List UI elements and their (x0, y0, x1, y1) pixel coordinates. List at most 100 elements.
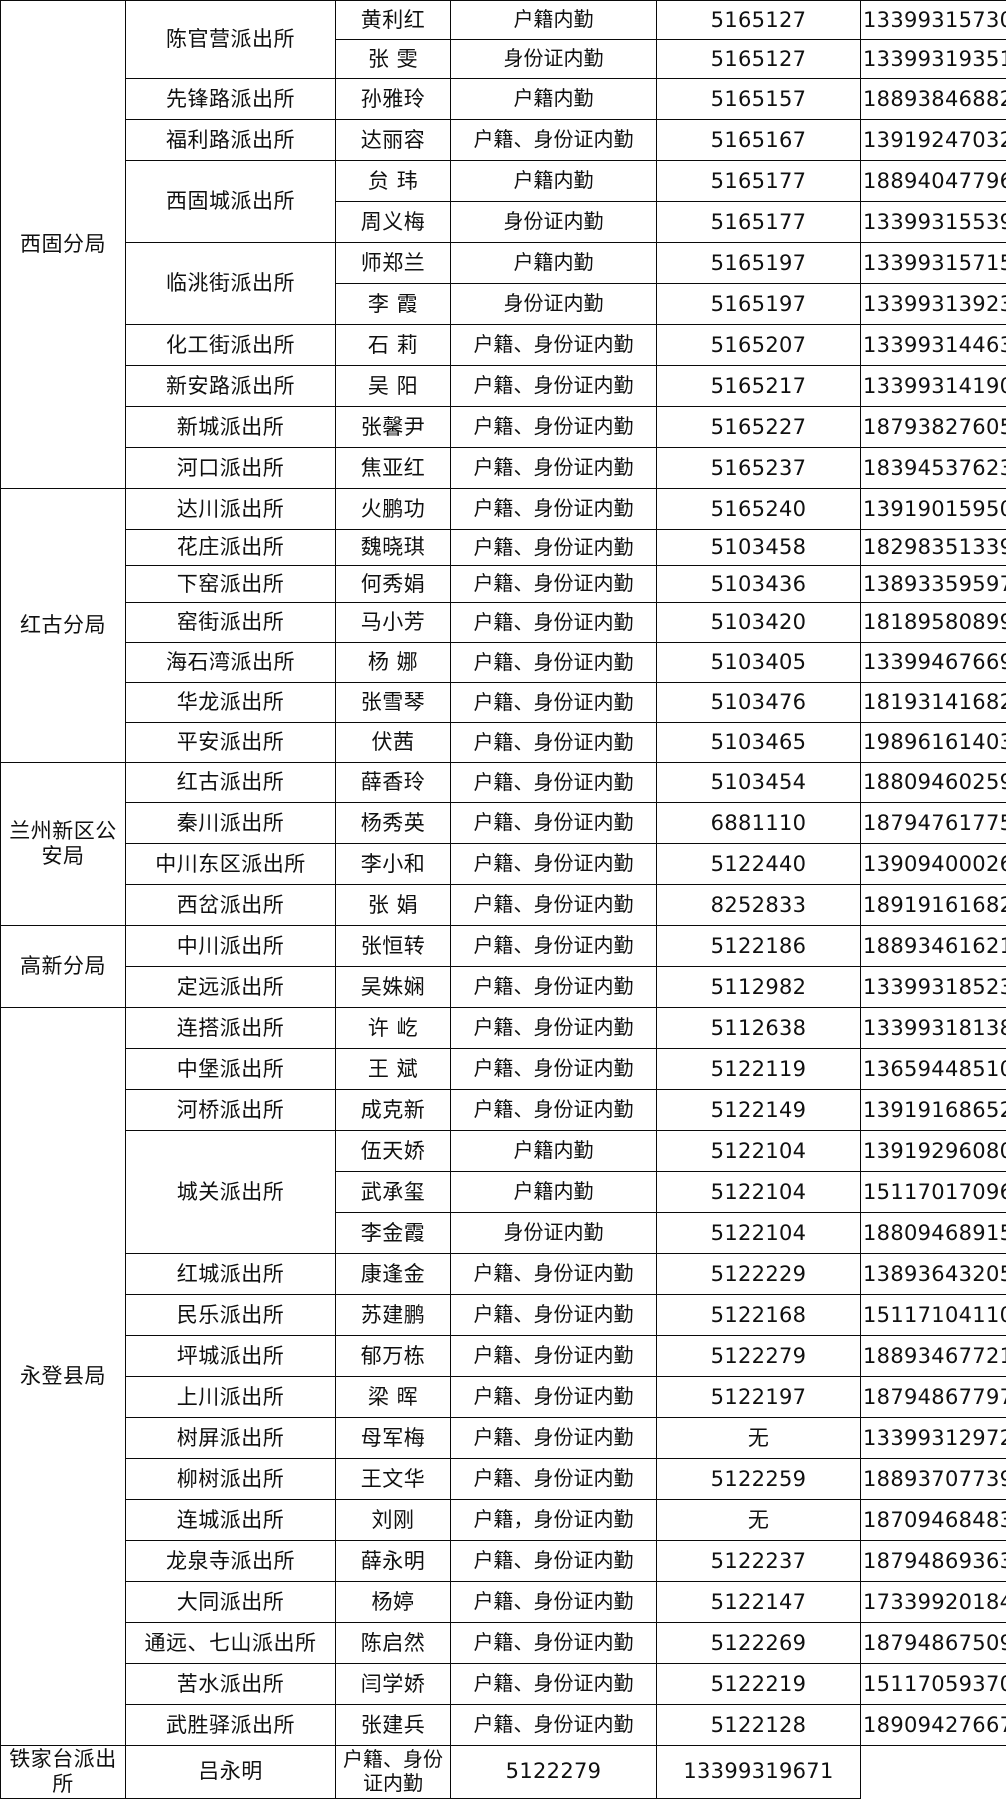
name-cell: 康逢金 (336, 1254, 451, 1295)
duty-cell: 户籍内勤 (451, 1, 657, 40)
station-cell: 西固城派出所 (126, 161, 336, 243)
station-cell: 城关派出所 (126, 1131, 336, 1254)
station-cell: 柳树派出所 (126, 1459, 336, 1500)
duty-cell: 户籍、身份证内勤 (451, 926, 657, 967)
duty-cell: 户籍内勤 (451, 161, 657, 202)
station-cell: 中川派出所 (126, 926, 336, 967)
mobile-cell: 18189580899 (861, 603, 1006, 643)
station-cell: 铁家台派出所 (1, 1746, 126, 1799)
extension-cell: 5112638 (657, 1008, 861, 1049)
extension-cell: 5165237 (657, 448, 861, 489)
duty-cell: 户籍、身份证内勤 (451, 603, 657, 643)
duty-cell: 户籍、身份证内勤 (451, 723, 657, 763)
mobile-cell: 13399319351 (861, 40, 1006, 79)
name-cell: 伏茜 (336, 723, 451, 763)
mobile-cell: 15117059370 (861, 1664, 1006, 1705)
extension-cell: 5122119 (657, 1049, 861, 1090)
duty-cell: 户籍、身份证内勤 (451, 1705, 657, 1746)
name-cell: 火鹏功 (336, 489, 451, 530)
extension-cell: 5122440 (657, 844, 861, 885)
mobile-cell: 13399313923 (861, 284, 1006, 325)
mobile-cell: 13399315539 (861, 202, 1006, 243)
extension-cell: 5103405 (657, 643, 861, 683)
name-cell: 成克新 (336, 1090, 451, 1131)
name-cell: 达丽容 (336, 120, 451, 161)
name-cell: 张馨尹 (336, 407, 451, 448)
duty-cell: 户籍、身份证内勤 (451, 489, 657, 530)
duty-cell: 户籍、身份证内勤 (451, 530, 657, 566)
mobile-cell: 13399319671 (657, 1746, 861, 1799)
name-cell: 许 屹 (336, 1008, 451, 1049)
mobile-cell: 13399314463 (861, 325, 1006, 366)
mobile-cell: 17339920184 (861, 1582, 1006, 1623)
station-cell: 秦川派出所 (126, 803, 336, 844)
mobile-cell: 18794761775 (861, 803, 1006, 844)
duty-cell: 身份证内勤 (451, 40, 657, 79)
bureau-cell: 高新分局 (1, 926, 126, 1008)
mobile-cell: 13399312972 (861, 1418, 1006, 1459)
station-cell: 中堡派出所 (126, 1049, 336, 1090)
duty-cell: 户籍、身份证内勤 (451, 1090, 657, 1131)
name-cell: 周义梅 (336, 202, 451, 243)
station-cell: 民乐派出所 (126, 1295, 336, 1336)
mobile-cell: 18793827605 (861, 407, 1006, 448)
duty-cell: 户籍、身份证内勤 (451, 763, 657, 803)
station-cell: 陈官营派出所 (126, 1, 336, 79)
extension-cell: 8252833 (657, 885, 861, 926)
extension-cell: 5165177 (657, 202, 861, 243)
duty-cell: 户籍、身份证内勤 (451, 844, 657, 885)
mobile-cell: 18394537623 (861, 448, 1006, 489)
duty-cell: 户籍、身份证内勤 (451, 1541, 657, 1582)
name-cell: 吕永明 (126, 1746, 336, 1799)
mobile-cell: 18909427667 (861, 1705, 1006, 1746)
extension-cell: 5165197 (657, 243, 861, 284)
station-cell: 中川东区派出所 (126, 844, 336, 885)
extension-cell: 5165240 (657, 489, 861, 530)
name-cell: 苏建鹏 (336, 1295, 451, 1336)
duty-cell: 身份证内勤 (451, 284, 657, 325)
mobile-cell: 18809460259 (861, 763, 1006, 803)
name-cell: 张建兵 (336, 1705, 451, 1746)
duty-cell: 户籍、身份证内勤 (451, 407, 657, 448)
duty-cell: 户籍、身份证内勤 (451, 1336, 657, 1377)
station-cell: 苦水派出所 (126, 1664, 336, 1705)
station-cell: 花庄派出所 (126, 530, 336, 566)
extension-cell: 5122128 (657, 1705, 861, 1746)
station-cell: 下窑派出所 (126, 566, 336, 603)
duty-cell: 户籍、身份证内勤 (451, 1295, 657, 1336)
mobile-cell: 13399315715 (861, 243, 1006, 284)
duty-cell: 户籍内勤 (451, 243, 657, 284)
extension-cell: 5165177 (657, 161, 861, 202)
station-cell: 西岔派出所 (126, 885, 336, 926)
extension-cell: 5165167 (657, 120, 861, 161)
name-cell: 杨 娜 (336, 643, 451, 683)
name-cell: 杨婷 (336, 1582, 451, 1623)
duty-cell: 户籍、身份证内勤 (451, 803, 657, 844)
duty-cell: 户籍、身份证内勤 (451, 885, 657, 926)
station-cell: 树屏派出所 (126, 1418, 336, 1459)
extension-cell: 5103465 (657, 723, 861, 763)
station-cell: 先锋路派出所 (126, 79, 336, 120)
name-cell: 石 莉 (336, 325, 451, 366)
station-cell: 定远派出所 (126, 967, 336, 1008)
extension-cell: 5122229 (657, 1254, 861, 1295)
mobile-cell: 13399314190 (861, 366, 1006, 407)
